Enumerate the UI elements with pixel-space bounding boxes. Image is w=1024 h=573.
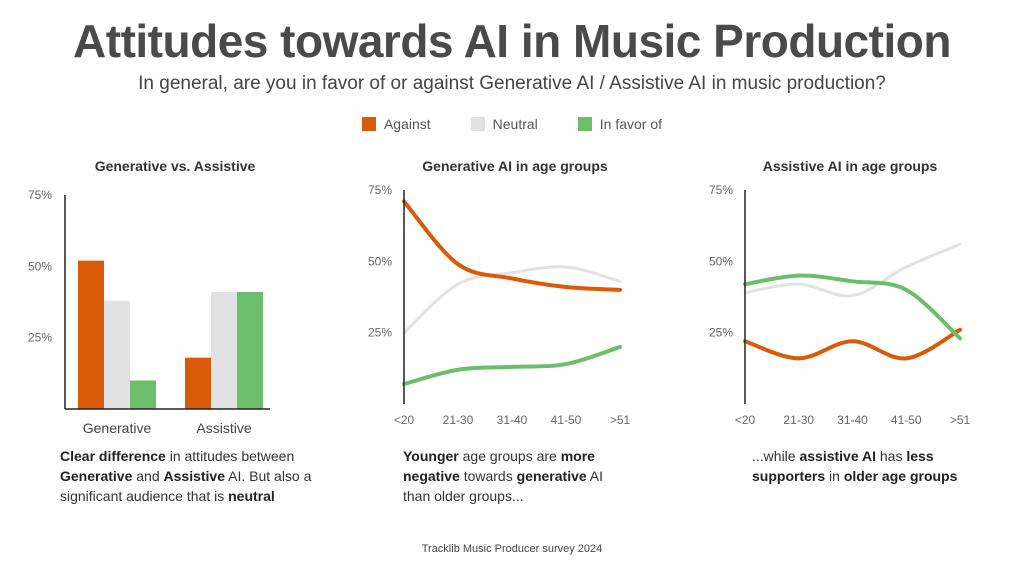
line-series-neutral bbox=[402, 265, 622, 335]
caption-run: Generative bbox=[60, 468, 133, 484]
legend: Against Neutral In favor of bbox=[0, 116, 1024, 132]
caption-run: AI than older groups... bbox=[403, 468, 604, 504]
caption-run: in attitudes between bbox=[165, 448, 295, 464]
caption-run: older age groups bbox=[843, 468, 958, 484]
chart-title-generative-vs-assistive: Generative vs. Assistive bbox=[94, 158, 256, 174]
caption-run: Younger bbox=[403, 448, 459, 464]
x-tick-label: >51 bbox=[950, 413, 971, 427]
x-category-label: Generative bbox=[83, 420, 152, 436]
caption-run: less supporters bbox=[752, 448, 934, 484]
footer-source: Tracklib Music Producer survey 2024 bbox=[421, 543, 603, 555]
legend-item-against: Against bbox=[361, 116, 431, 132]
caption-run: and bbox=[132, 468, 164, 484]
caption-run: generative bbox=[516, 468, 587, 484]
legend-label-neutral: Neutral bbox=[492, 116, 538, 132]
caption-run: assistive AI bbox=[799, 448, 876, 464]
bar-against bbox=[78, 260, 104, 409]
x-tick-label: 41-50 bbox=[891, 413, 922, 427]
caption-run: AI. But also a significant audience that… bbox=[60, 468, 312, 504]
line-series-favor bbox=[743, 273, 962, 341]
bar-favor bbox=[237, 292, 263, 409]
x-tick-label: 21-30 bbox=[443, 413, 474, 427]
y-tick-label: 50% bbox=[368, 254, 392, 268]
y-tick-label: 75% bbox=[368, 183, 392, 197]
y-tick-label: 25% bbox=[709, 326, 733, 340]
legend-swatch-neutral bbox=[470, 117, 485, 131]
legend-item-favor: In favor of bbox=[577, 116, 663, 132]
caption-run: has bbox=[876, 448, 907, 464]
x-tick-label: 21-30 bbox=[783, 413, 814, 427]
caption-run: neutral bbox=[228, 488, 275, 504]
y-tick-label: 50% bbox=[709, 254, 733, 268]
y-tick-label: 25% bbox=[28, 331, 52, 345]
legend-label-against: Against bbox=[383, 116, 431, 132]
caption-generative-vs-assistive: Clear difference in attitudes between Ge… bbox=[60, 446, 322, 506]
line-series-against bbox=[402, 199, 622, 292]
caption-run: age groups are bbox=[458, 448, 561, 464]
y-tick-label: 50% bbox=[28, 259, 52, 273]
bar-against bbox=[185, 357, 211, 409]
legend-swatch-favor bbox=[577, 117, 592, 131]
y-tick-label: 25% bbox=[368, 326, 392, 340]
chart-title-assistive-age: Assistive AI in age groups bbox=[762, 158, 938, 174]
line-series-neutral bbox=[743, 242, 962, 298]
legend-label-favor: In favor of bbox=[599, 116, 663, 132]
y-tick-label: 75% bbox=[709, 183, 733, 197]
legend-swatch-against bbox=[361, 117, 376, 131]
x-tick-label: 31-40 bbox=[837, 413, 868, 427]
caption-run: towards bbox=[459, 468, 517, 484]
page-title: Attitudes towards AI in Music Production bbox=[73, 15, 951, 67]
x-tick-label: 41-50 bbox=[551, 413, 582, 427]
caption-run: ...while bbox=[752, 448, 800, 464]
y-tick-label: 75% bbox=[28, 188, 52, 202]
x-tick-label: 31-40 bbox=[497, 413, 528, 427]
legend-item-neutral: Neutral bbox=[470, 116, 538, 132]
caption-run: Clear difference bbox=[60, 448, 166, 464]
x-category-label: Assistive bbox=[196, 420, 251, 436]
bar-favor bbox=[130, 380, 156, 409]
line-series-favor bbox=[402, 344, 622, 387]
x-tick-label: <20 bbox=[394, 413, 415, 427]
line-series-against bbox=[743, 327, 962, 361]
caption-run: more negative bbox=[403, 448, 595, 484]
x-tick-label: >51 bbox=[610, 413, 631, 427]
caption-run: Assistive bbox=[163, 468, 225, 484]
page-subtitle: In general, are you in favor of or again… bbox=[138, 73, 886, 94]
caption-assistive-age: ...while assistive AI has less supporter… bbox=[752, 446, 982, 486]
bar-neutral bbox=[104, 300, 130, 409]
bar-neutral bbox=[211, 292, 237, 409]
x-tick-label: <20 bbox=[735, 413, 756, 427]
chart-title-generative-age: Generative AI in age groups bbox=[422, 158, 608, 174]
caption-run: in bbox=[825, 468, 844, 484]
caption-generative-age: Younger age groups are more negative tow… bbox=[403, 446, 633, 506]
